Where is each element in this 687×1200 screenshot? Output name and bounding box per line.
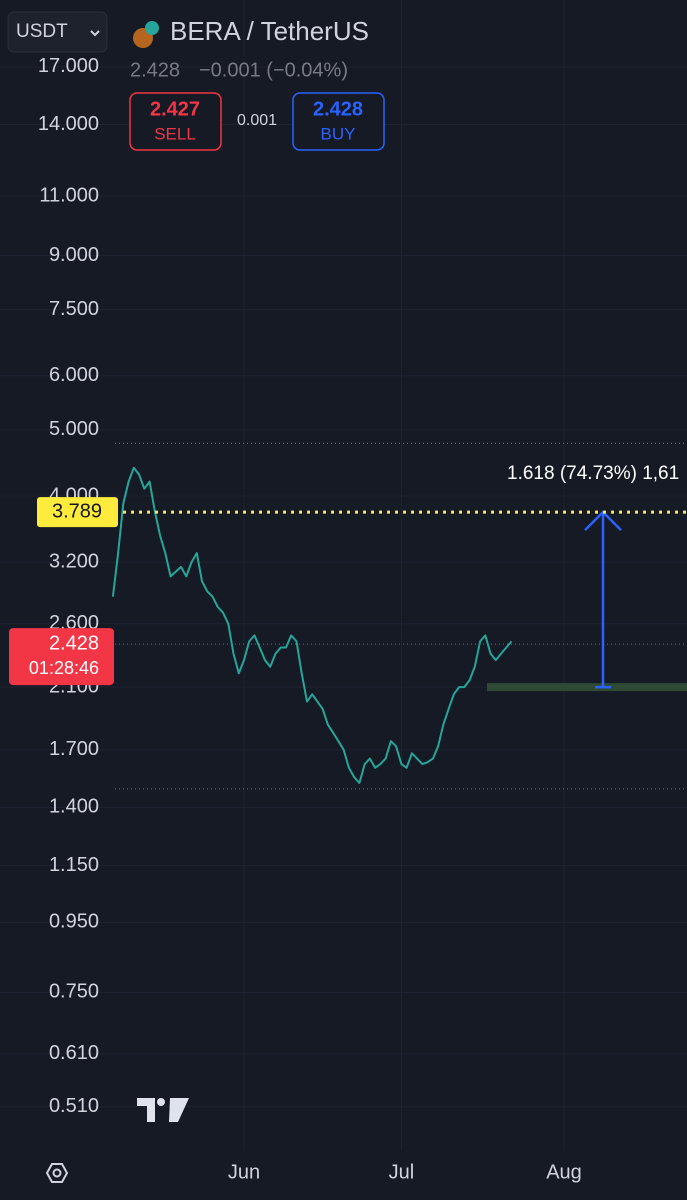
y-tick-label: 1.700 (49, 738, 99, 760)
y-tick-label: 3.200 (49, 550, 99, 572)
countdown: 01:28:46 (29, 658, 99, 678)
y-tick-label: 11.000 (39, 184, 99, 206)
y-tick-label: 1.150 (49, 854, 99, 876)
y-tick-label: 17.000 (38, 55, 99, 77)
sell-price: 2.427 (150, 98, 200, 120)
current-price-box (9, 628, 114, 686)
dropdown-caret (90, 30, 100, 37)
symbol[interactable]: BERA / TetherUS (170, 16, 369, 46)
measure-zone (487, 683, 687, 692)
sell-label: SELL (154, 124, 196, 143)
x-tick-label: Jun (228, 1161, 260, 1183)
price-line (111, 466, 513, 784)
y-tick-label: 1.400 (49, 796, 99, 818)
y-tick-label: 9.000 (49, 244, 99, 266)
y-tick-label: 6.000 (49, 364, 99, 386)
currency-dropdown[interactable] (7, 11, 108, 53)
settings-dot (52, 1168, 62, 1178)
y-tick-label: 7.500 (49, 298, 99, 320)
y-tick-label: 5.000 (49, 418, 99, 440)
y-tick-label: 14.000 (38, 113, 99, 135)
logo-dot (157, 1098, 165, 1106)
spread: 0.001 (237, 112, 277, 129)
y-tick-label: 0.510 (49, 1095, 99, 1117)
x-tick-label: Jul (389, 1161, 415, 1183)
exchange-logo (145, 21, 159, 35)
change: −0.001 (−0.04%) (199, 59, 348, 81)
y-tick-label: 0.950 (49, 911, 99, 933)
sell-button[interactable] (129, 92, 222, 151)
logo-t (137, 1098, 155, 1122)
alert-label-box (37, 497, 118, 528)
buy-price: 2.428 (313, 98, 363, 120)
x-tick-label: Aug (546, 1161, 582, 1183)
measure-label: 1.618 (74.73%) 1,61 (507, 463, 679, 484)
settings-icon[interactable] (45, 1163, 69, 1183)
currency: USDT (16, 21, 68, 42)
current-price-label: 2.428 (49, 632, 99, 654)
buy-label: BUY (321, 124, 356, 143)
tradingview-logo (137, 1098, 189, 1122)
buy-button[interactable] (292, 92, 385, 151)
y-tick-label: 0.750 (49, 981, 99, 1003)
settings-hexagon (45, 1163, 69, 1183)
alert-label: 3.789 (52, 500, 102, 522)
logo-v (169, 1098, 189, 1122)
y-tick-label: 0.610 (49, 1042, 99, 1064)
price: 2.428 (130, 59, 180, 81)
